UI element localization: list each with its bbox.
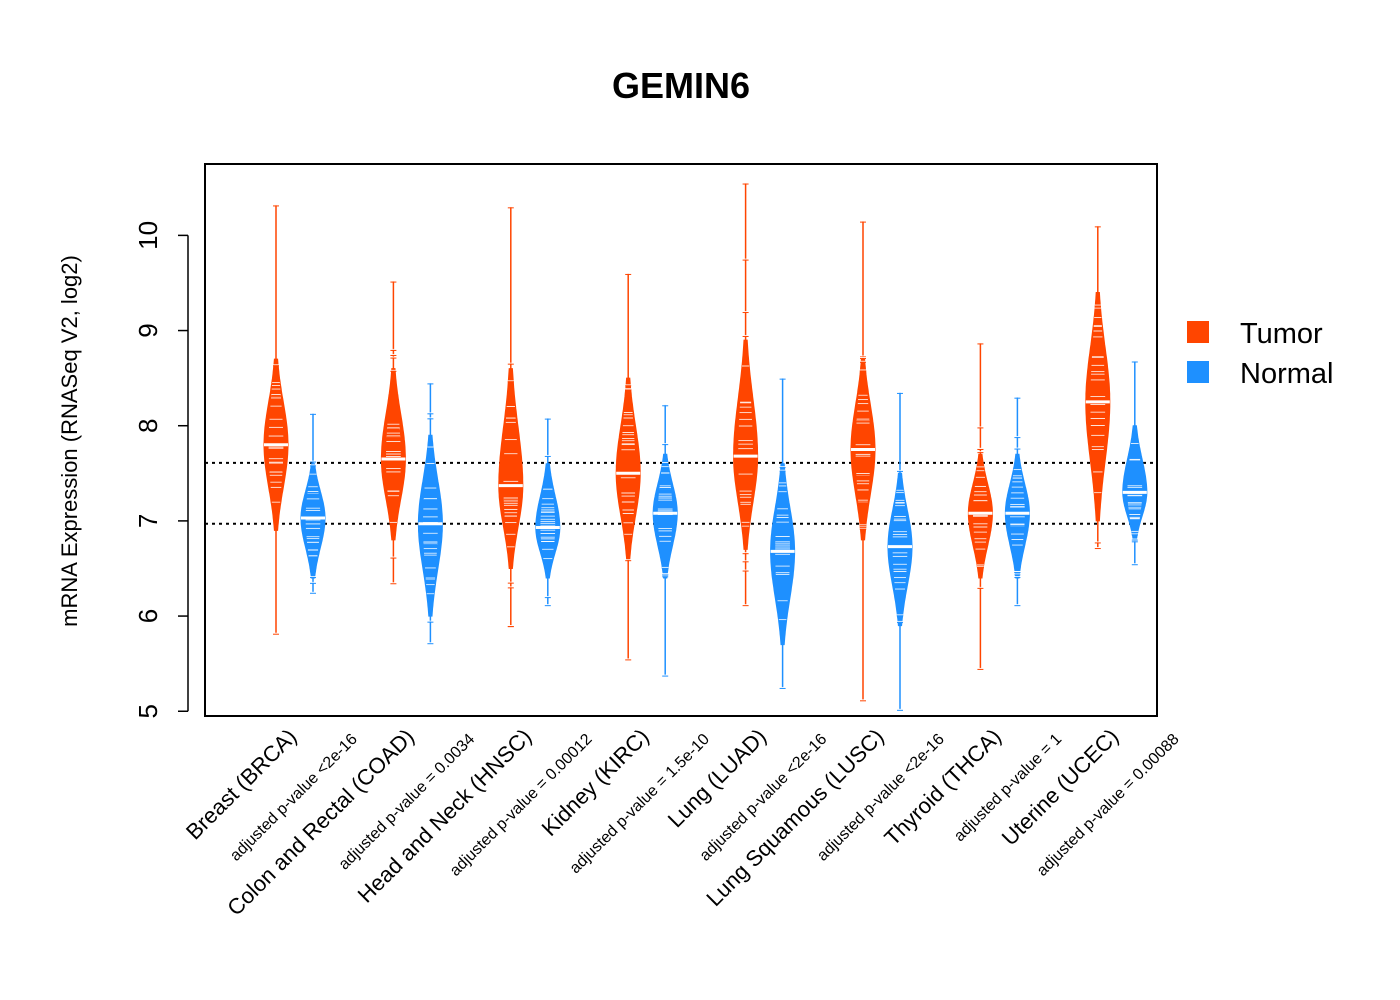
violin-body <box>498 368 524 569</box>
violin-body <box>1122 425 1148 541</box>
violin-body <box>535 463 561 579</box>
violin-normal-0 <box>300 412 326 594</box>
violin-normal-6 <box>1004 396 1030 607</box>
violin-tumor-3 <box>615 272 641 661</box>
legend-swatch-tumor <box>1187 321 1209 343</box>
violin-normal-2 <box>535 417 561 607</box>
violin-body <box>1085 292 1111 522</box>
violin-body <box>1004 453 1030 579</box>
legend-label-normal: Normal <box>1240 358 1333 390</box>
category-label: Breast (BRCA) <box>181 724 302 845</box>
violin-normal-5 <box>887 391 913 711</box>
y-tick-label: 9 <box>133 323 163 337</box>
violin-tumor-2 <box>498 206 524 628</box>
violin-body <box>417 434 443 617</box>
y-tick-label: 5 <box>133 704 163 718</box>
violin-body <box>652 453 678 579</box>
violin-tumor-0 <box>263 204 289 635</box>
violin-normal-7 <box>1122 360 1148 566</box>
y-tick-label: 8 <box>133 418 163 432</box>
violin-tumor-5 <box>850 220 876 702</box>
y-tick-label: 6 <box>133 609 163 623</box>
y-tick-label: 7 <box>133 514 163 528</box>
y-axis-label: mRNA Expression (RNASeq V2, log2) <box>57 255 82 627</box>
y-axis: 5 6 7 8 9 10 <box>133 221 189 718</box>
violin-body <box>887 472 913 627</box>
violin-tumor-4 <box>733 182 759 607</box>
violin-normal-4 <box>770 377 796 689</box>
violin-normal-1 <box>417 382 443 645</box>
violin-tumor-7 <box>1085 225 1111 550</box>
violin-normal-3 <box>652 404 678 677</box>
violin-body <box>615 377 641 560</box>
legend: Tumor Normal <box>1187 318 1333 390</box>
chart-title: GEMIN6 <box>612 65 750 106</box>
plot-area <box>205 182 1157 711</box>
legend-swatch-normal <box>1187 361 1209 383</box>
y-tick-label: 10 <box>133 221 163 250</box>
plot-frame <box>204 163 1158 717</box>
violin-tumor-6 <box>967 342 993 670</box>
violin-tumor-1 <box>380 280 406 585</box>
x-axis-labels: Breast (BRCA)adjusted p-value <2e-16Colo… <box>181 724 1183 921</box>
legend-label-tumor: Tumor <box>1240 318 1323 350</box>
